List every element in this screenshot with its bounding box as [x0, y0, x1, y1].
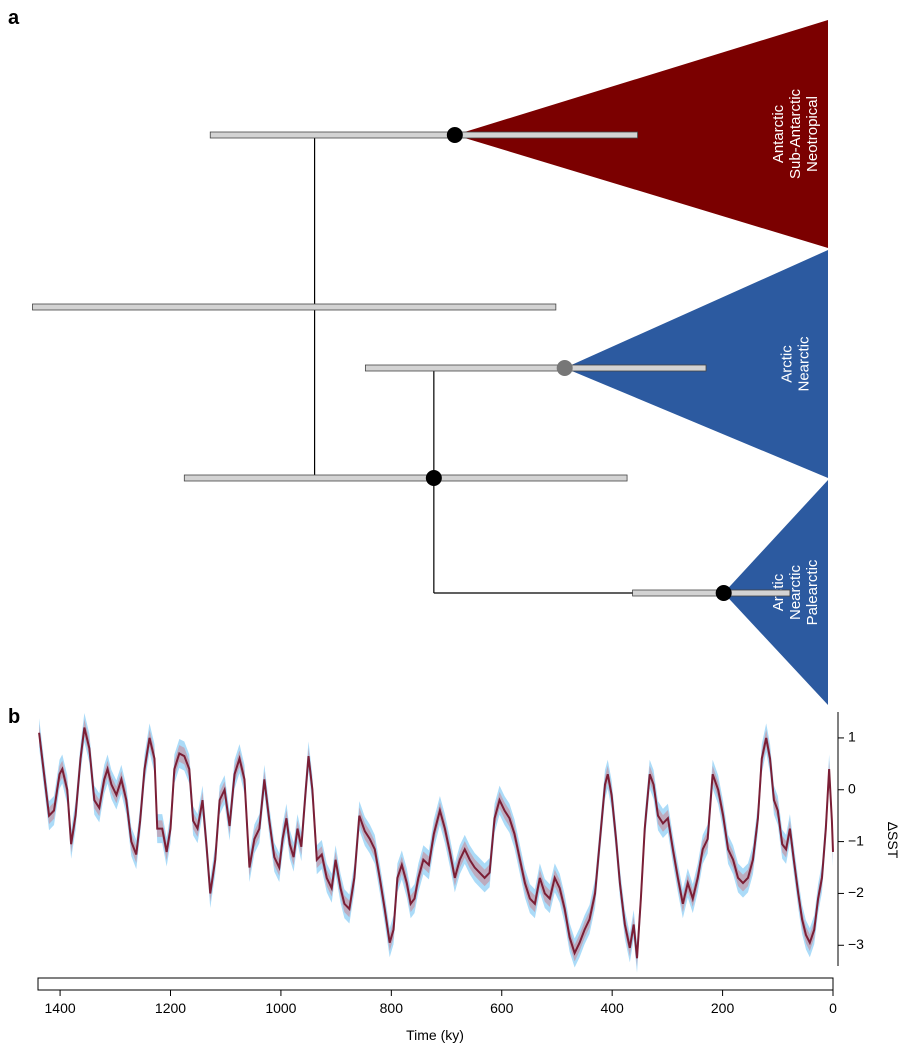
y-tick-label: −1 — [848, 832, 864, 848]
x-tick-label: 800 — [380, 1000, 404, 1016]
x-tick-label: 400 — [600, 1000, 624, 1016]
confidence-bar — [32, 303, 557, 311]
confidence-bar — [209, 131, 638, 139]
clade-label: Nearctic — [787, 564, 804, 620]
clade-label: Antarctic — [770, 104, 787, 163]
y-tick-label: 1 — [848, 729, 856, 745]
node-dot — [446, 127, 463, 143]
panel-label: b — [8, 706, 20, 728]
confidence-bar — [632, 589, 791, 597]
confidence-bar — [183, 474, 628, 482]
y-tick-label: 0 — [848, 780, 856, 796]
node-dot — [715, 585, 732, 601]
y-tick-label: −3 — [848, 936, 864, 952]
y-tick-label: −2 — [848, 884, 864, 900]
x-tick-label: 1400 — [45, 1000, 76, 1016]
node-dot — [556, 360, 573, 376]
x-axis-label: Time (ky) — [406, 1027, 464, 1043]
data-line — [38, 727, 834, 959]
clade-triangle — [454, 20, 828, 248]
clade-label: Sub-Antarctic — [787, 88, 804, 179]
panel-label: a — [8, 7, 20, 29]
x-tick-label: 0 — [829, 1000, 837, 1016]
x-axis — [37, 977, 834, 991]
x-tick-label: 1000 — [265, 1000, 296, 1016]
x-tick-label: 200 — [711, 1000, 735, 1016]
clade-label: Palearctic — [804, 559, 821, 625]
clade-label: Neotropical — [804, 96, 821, 172]
x-tick-label: 600 — [490, 1000, 514, 1016]
confidence-bar — [364, 364, 707, 372]
x-tick-label: 1200 — [155, 1000, 186, 1016]
clade-label: Nearctic — [795, 336, 812, 392]
clade-triangle — [564, 250, 828, 478]
clade-label: Arctic — [778, 345, 795, 383]
node-dot — [425, 470, 442, 486]
y-axis-label: ΔSST — [885, 822, 901, 859]
uncertainty-band — [39, 713, 833, 973]
